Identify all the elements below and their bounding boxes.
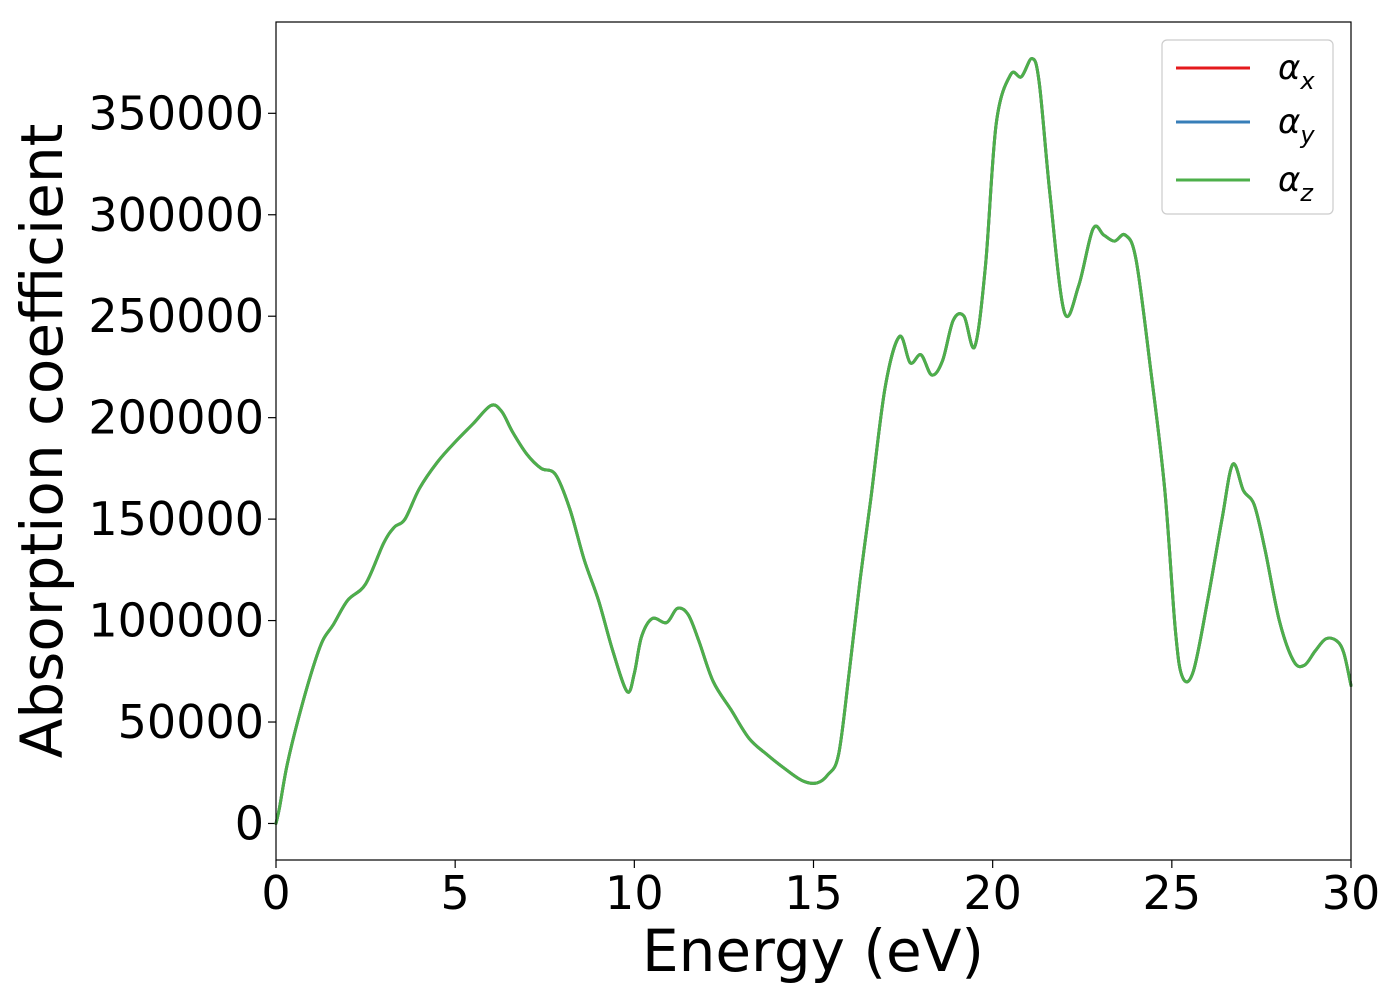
y-tick-label: 50000 <box>118 695 264 749</box>
plot-series <box>274 57 1353 825</box>
y-tick-label: 350000 <box>88 86 264 140</box>
x-tick-label: 10 <box>605 866 664 920</box>
series-line-alpha-z <box>274 57 1353 825</box>
x-tick-label: 15 <box>784 866 843 920</box>
y-tick-label: 150000 <box>88 492 264 546</box>
y-tick-marks: 0 50000 100000 150000 200000 250000 300000 3500… <box>88 86 276 850</box>
x-tick-marks: 0 5 10 15 20 25 30 <box>261 860 1380 920</box>
plot-frame <box>275 21 1352 861</box>
x-tick-label: 5 <box>441 866 470 920</box>
x-tick-label: 20 <box>963 866 1022 920</box>
y-tick-label: 0 <box>235 796 264 850</box>
y-tick-label: 250000 <box>88 289 264 343</box>
x-tick-label: 30 <box>1322 866 1381 920</box>
x-axis-label: Energy (eV) <box>642 917 984 985</box>
y-tick-label: 200000 <box>88 391 264 445</box>
legend-box <box>1161 39 1334 215</box>
y-axis-label: Absorption coefficient <box>8 124 76 759</box>
y-tick-label: 300000 <box>88 188 264 242</box>
x-tick-label: 0 <box>261 866 290 920</box>
x-tick-label: 25 <box>1143 866 1202 920</box>
y-tick-label: 100000 <box>88 594 264 648</box>
